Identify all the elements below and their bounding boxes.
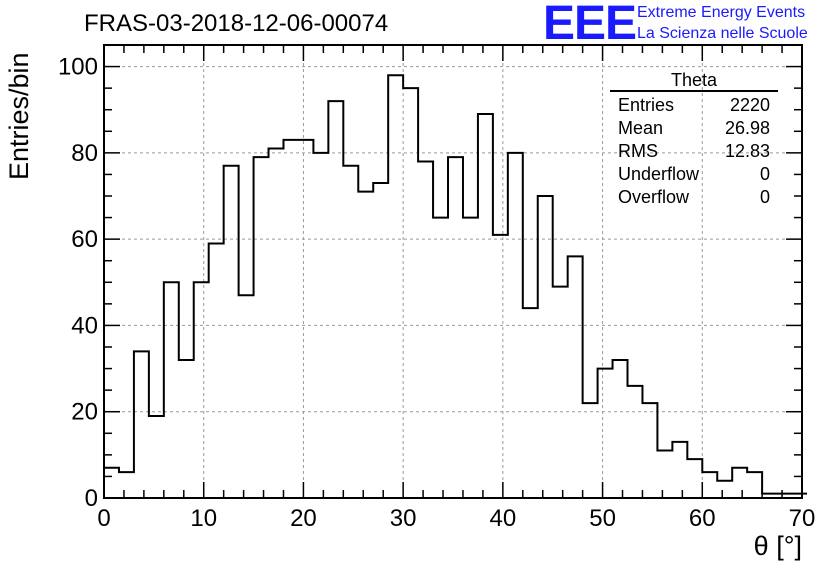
y-tick-label: 0	[85, 485, 98, 512]
stats-label: Entries	[618, 95, 675, 115]
x-tick-label: 10	[190, 505, 217, 532]
histogram-bin	[164, 282, 179, 498]
histogram-bin	[403, 88, 418, 498]
histogram-line	[104, 74, 807, 495]
x-tick-label: 50	[589, 505, 616, 532]
stats-title: Theta	[610, 70, 778, 92]
histogram-bin	[508, 153, 523, 498]
y-tick-label: 80	[71, 140, 98, 167]
plot-frame	[103, 44, 803, 499]
logo-line-2: La Scienza nelle Scuole	[637, 25, 808, 42]
histogram-bin	[792, 494, 807, 498]
histogram-bin	[702, 472, 717, 498]
x-tick-label: 30	[390, 505, 417, 532]
histogram-bin	[598, 369, 613, 498]
y-tick-label: 100	[58, 54, 98, 81]
x-tick-label: 40	[490, 505, 517, 532]
histogram-bin	[538, 196, 553, 498]
stats-label: Overflow	[618, 187, 690, 207]
y-tick-label: 40	[71, 312, 98, 339]
histogram-bin	[717, 481, 732, 498]
histogram-bin	[283, 140, 298, 498]
histogram-bin	[134, 351, 149, 498]
histogram-bin	[747, 472, 762, 498]
stats-label: Mean	[618, 118, 664, 138]
histogram-bin	[553, 287, 568, 498]
histogram-bin	[179, 360, 194, 498]
histogram-bin	[672, 442, 687, 498]
histogram-bin	[358, 192, 373, 498]
histogram-bin	[239, 295, 254, 498]
stats-value: 2220	[729, 95, 770, 115]
histogram-bin	[448, 157, 463, 498]
histogram-bin	[583, 403, 598, 498]
histogram-bin	[149, 416, 164, 498]
histogram-bin	[777, 494, 792, 498]
histogram-bin	[657, 451, 672, 498]
stats-box: Theta Entries 2220 Mean 26.98 RMS 12.83 …	[610, 70, 778, 209]
stats-row: RMS 12.83	[610, 140, 778, 163]
x-tick-label: 60	[689, 505, 716, 532]
histogram-bin	[642, 403, 657, 498]
histogram-bin	[388, 75, 403, 498]
histogram-bin	[433, 218, 448, 498]
x-tick-label: 70	[789, 505, 816, 532]
stats-label: Underflow	[618, 164, 700, 184]
histogram-bin	[463, 218, 478, 498]
histogram-bin	[762, 494, 777, 498]
histogram-bin	[194, 282, 209, 498]
histogram-bin	[209, 243, 224, 498]
histogram-bin	[493, 235, 508, 498]
histogram-bin	[732, 468, 747, 498]
stats-row: Overflow 0	[610, 186, 778, 209]
histogram-bin	[418, 161, 433, 498]
logo-line-1: Extreme Energy Events	[637, 4, 806, 21]
eee-logo-mark: EEE	[543, 0, 637, 50]
histogram-bin	[343, 166, 358, 498]
histogram-bin	[628, 386, 643, 498]
histogram-bin	[687, 459, 702, 498]
histogram-bin	[104, 468, 119, 498]
stats-row: Mean 26.98	[610, 117, 778, 140]
stats-row: Underflow 0	[610, 163, 778, 186]
histogram-bin	[613, 360, 628, 498]
y-tick-label: 60	[71, 226, 98, 253]
stats-value: 12.83	[724, 141, 770, 161]
histogram-bin	[313, 153, 328, 498]
histogram-bin	[478, 114, 493, 498]
stats-row: Entries 2220	[610, 94, 778, 117]
eee-logo: EEE	[543, 0, 637, 50]
histogram-bin	[119, 472, 134, 498]
x-axis-label: θ [°]	[753, 531, 802, 561]
x-tick-label: 0	[97, 505, 110, 532]
histogram-bin	[298, 140, 313, 498]
y-axis-label: Entries/bin	[4, 52, 34, 180]
histogram-bin	[328, 101, 343, 498]
histogram-bin	[254, 157, 269, 498]
histogram-bin	[373, 183, 388, 498]
histogram-bin	[568, 256, 583, 498]
stats-label: RMS	[618, 141, 658, 161]
x-tick-label: 20	[290, 505, 317, 532]
histogram-bin	[224, 166, 239, 498]
y-tick-label: 20	[71, 399, 98, 426]
stats-value: 0	[759, 164, 770, 184]
stats-value: 0	[759, 187, 770, 207]
histogram-bin	[523, 308, 538, 498]
histogram-bin	[269, 149, 284, 498]
stats-value: 26.98	[724, 118, 770, 138]
plot-title: FRAS-03-2018-12-06-00074	[84, 10, 389, 37]
